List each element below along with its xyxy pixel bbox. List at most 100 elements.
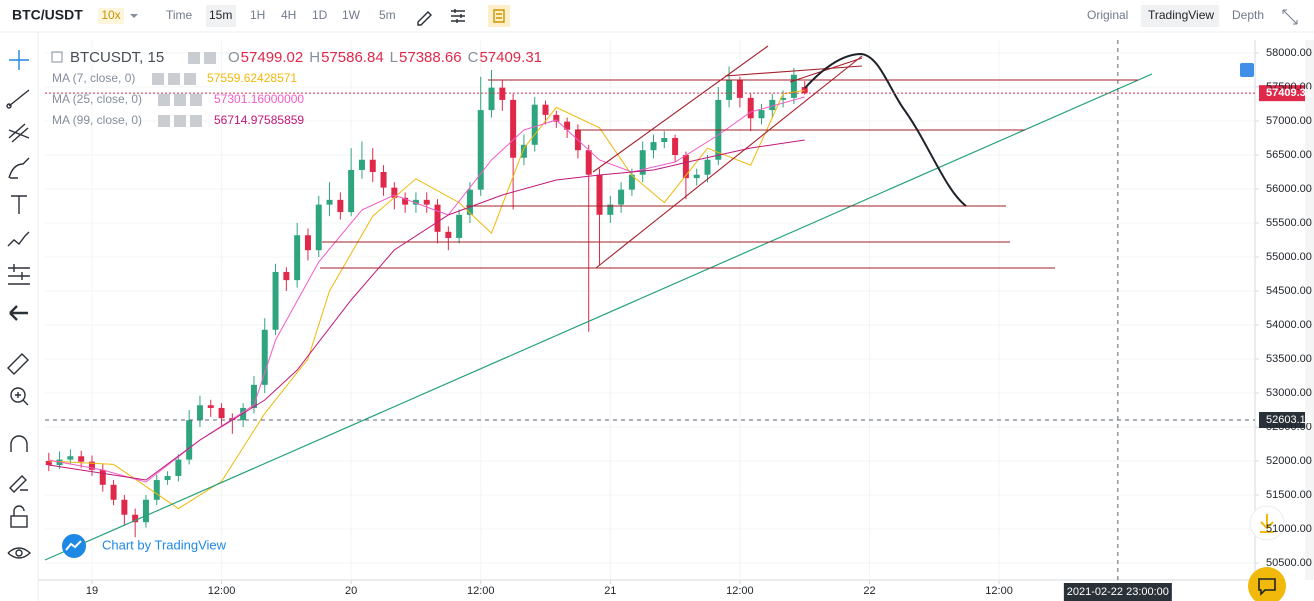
interval[interactable]: 1W xyxy=(342,8,361,22)
candle-body xyxy=(402,197,409,205)
watermark[interactable]: Chart by TradingView xyxy=(102,537,227,552)
candle-body xyxy=(488,87,495,111)
view-tab[interactable]: TradingView xyxy=(1148,8,1214,22)
interval-selected[interactable] xyxy=(206,5,236,27)
ma-value: 56714.97585859 xyxy=(214,113,304,127)
candle-body xyxy=(520,144,527,158)
candle-body xyxy=(142,499,149,523)
interval[interactable]: 1D xyxy=(312,8,328,22)
scrollbar[interactable] xyxy=(1305,40,1314,580)
candle-body xyxy=(564,121,571,130)
x-tick-label: 20 xyxy=(345,585,357,597)
candle-body xyxy=(466,189,473,215)
ma-label: MA (7, close, 0) xyxy=(52,71,135,85)
leverage[interactable]: 10x xyxy=(101,8,120,22)
crosshair-y-label: 52603.12 xyxy=(1266,414,1312,426)
crosshair-y-tag xyxy=(1259,411,1314,428)
legend-symbol: BTCUSDT, 15 xyxy=(70,49,164,66)
crosshair-x-label: 2021-02-22 23:00:00 xyxy=(1067,586,1169,598)
y-tick-label: 56500.00 xyxy=(1266,149,1312,161)
candle-body xyxy=(542,104,549,115)
y-tick-label: 52000.00 xyxy=(1266,455,1312,467)
interval[interactable]: 5m xyxy=(379,8,396,22)
x-tick-label: 12:00 xyxy=(467,585,495,597)
view-selected[interactable] xyxy=(1141,5,1219,27)
dropdown-caret[interactable] xyxy=(130,14,138,18)
view-tab[interactable]: Original xyxy=(1087,8,1128,22)
fullscreen-icon[interactable] xyxy=(1282,9,1298,25)
x-tick-label: 12:00 xyxy=(985,585,1013,597)
candle-body xyxy=(218,407,225,419)
interval[interactable]: 4H xyxy=(281,8,296,22)
y-tick-label: 56000.00 xyxy=(1266,183,1312,195)
candle-body xyxy=(380,171,387,188)
candle-body xyxy=(369,159,376,172)
y-tick-label: 53500.00 xyxy=(1266,353,1312,365)
x-tick-label: 21 xyxy=(604,585,616,597)
y-tick-label: 55000.00 xyxy=(1266,251,1312,263)
candle-body xyxy=(391,187,398,198)
collapse-box[interactable] xyxy=(51,51,63,63)
interval[interactable]: Time xyxy=(166,8,193,22)
candle-body xyxy=(672,137,679,155)
candle-body xyxy=(110,484,117,500)
x-tick-label: 19 xyxy=(86,585,98,597)
candle-body xyxy=(585,150,592,175)
candle-body xyxy=(790,74,797,98)
candle-body xyxy=(175,459,182,476)
symbol[interactable]: BTC/USDT xyxy=(12,7,83,23)
candle-body xyxy=(758,110,765,119)
candle-body xyxy=(693,174,700,179)
candle-body xyxy=(445,231,452,238)
y-tick-label: 51000.00 xyxy=(1266,523,1312,535)
candle-body xyxy=(704,159,711,175)
candle-body xyxy=(412,199,419,205)
crosshair-x-tag xyxy=(1063,583,1172,601)
legend-buttons[interactable] xyxy=(152,52,216,127)
candle-body xyxy=(801,87,808,94)
left-toolbar-icons[interactable] xyxy=(6,50,32,559)
chat-button[interactable] xyxy=(1248,567,1286,601)
scale-button[interactable] xyxy=(1240,63,1254,77)
ohlc-value: 57499.02 xyxy=(241,49,304,66)
candle-body xyxy=(553,114,560,122)
candle-body xyxy=(423,199,430,205)
ohlc-label: H xyxy=(309,49,320,66)
grid xyxy=(45,40,1259,584)
download-icon xyxy=(1260,514,1274,533)
candle-body xyxy=(240,407,247,421)
candle-body xyxy=(348,169,355,213)
candle-body xyxy=(99,469,106,485)
candle-body xyxy=(315,204,322,251)
candle-body xyxy=(780,97,787,100)
candle-body xyxy=(596,174,603,215)
x-tick-label: 22 xyxy=(863,585,875,597)
draw-tool-icons[interactable] xyxy=(417,5,510,27)
candle-body xyxy=(132,514,139,523)
interval[interactable]: 1H xyxy=(250,8,265,22)
y-tick-label: 50500.00 xyxy=(1266,557,1312,569)
candle-body xyxy=(618,189,625,205)
ma-line xyxy=(48,139,805,481)
candle-body xyxy=(88,461,95,470)
view-tab[interactable]: Depth xyxy=(1232,8,1264,22)
candle-body xyxy=(510,99,517,158)
overlay xyxy=(45,40,1314,601)
last-price-label: 57409.31 xyxy=(1266,87,1312,99)
candle-body xyxy=(78,456,85,462)
candle-body xyxy=(294,235,301,281)
x-tick-label: 12:00 xyxy=(726,585,754,597)
candle-body xyxy=(628,174,635,190)
candle-body xyxy=(326,199,333,205)
candle-body xyxy=(499,87,506,100)
candle-body xyxy=(272,271,279,330)
candle-body xyxy=(736,80,743,98)
y-tick-label: 54500.00 xyxy=(1266,285,1312,297)
leverage-badge[interactable] xyxy=(98,8,124,24)
y-tick-label: 58000.00 xyxy=(1266,47,1312,59)
candle-body xyxy=(607,204,614,215)
candle-body xyxy=(121,499,128,515)
candle-body xyxy=(45,460,52,466)
interval[interactable]: 15m xyxy=(209,8,232,22)
